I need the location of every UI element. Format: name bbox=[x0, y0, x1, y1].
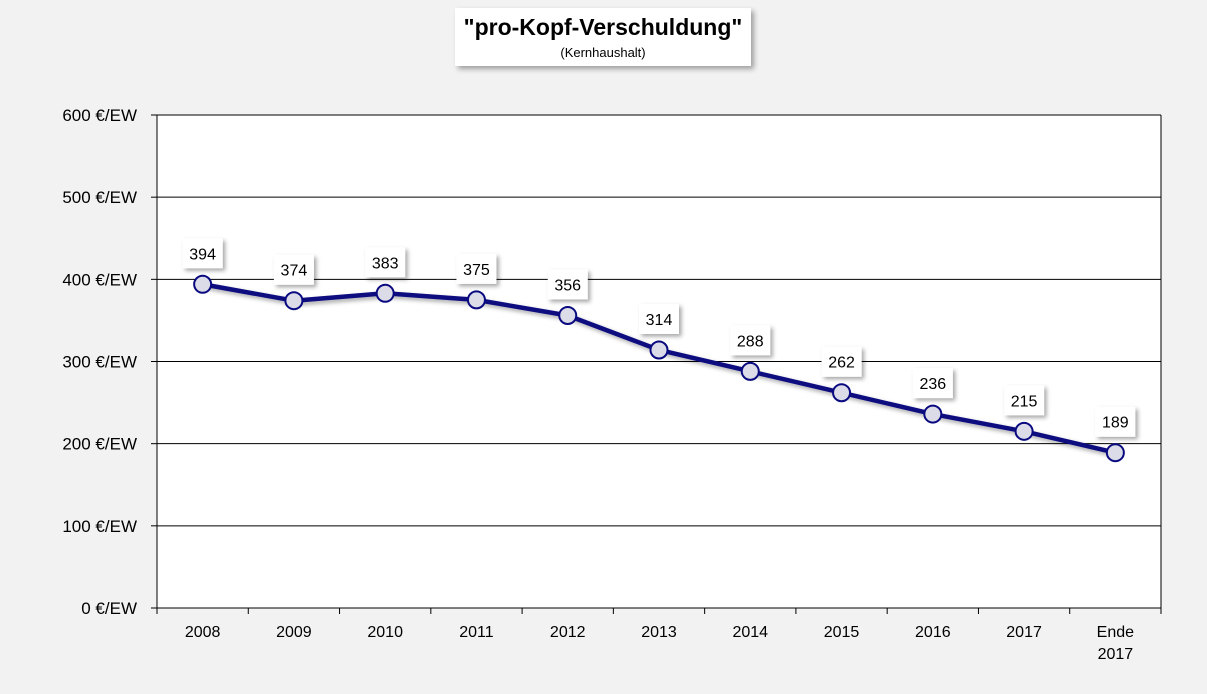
y-tick-label: 100 €/EW bbox=[62, 517, 137, 536]
data-label: 375 bbox=[463, 262, 490, 279]
data-label: 236 bbox=[919, 376, 946, 393]
chart-title: "pro-Kopf-Verschuldung" bbox=[463, 14, 743, 40]
y-tick-label: 500 €/EW bbox=[62, 188, 137, 207]
data-label: 383 bbox=[372, 255, 399, 272]
data-label-box bbox=[365, 247, 406, 278]
data-label-box bbox=[821, 346, 862, 377]
y-tick-label: 300 €/EW bbox=[62, 353, 137, 372]
data-label-box bbox=[639, 303, 679, 334]
y-tick-label: 600 €/EW bbox=[62, 106, 137, 125]
data-label: 189 bbox=[1102, 415, 1129, 432]
chart-title-box: "pro-Kopf-Verschuldung" (Kernhaushalt) bbox=[455, 8, 751, 66]
data-point bbox=[193, 274, 213, 294]
data-point bbox=[649, 340, 669, 360]
data-label: 314 bbox=[646, 312, 673, 329]
data-point bbox=[284, 291, 304, 311]
data-point bbox=[558, 305, 578, 325]
x-tick-label: 2011 bbox=[459, 624, 494, 641]
data-label-box bbox=[730, 325, 771, 356]
data-label: 288 bbox=[737, 333, 764, 350]
data-label-box bbox=[1004, 385, 1045, 416]
x-tick-label: 2016 bbox=[915, 624, 951, 641]
data-label-box bbox=[182, 238, 223, 269]
series bbox=[193, 274, 1125, 463]
y-tick-label: 400 €/EW bbox=[62, 270, 137, 289]
data-label-box bbox=[456, 253, 497, 284]
data-labels: 394 374 383 375 356 314 288 262 236 215 189 bbox=[182, 238, 1136, 437]
x-tick-label: 2008 bbox=[185, 624, 221, 641]
data-label-box bbox=[912, 368, 953, 399]
data-point bbox=[923, 404, 943, 424]
x-tick-label: 2009 bbox=[276, 624, 312, 641]
y-tick-label: 200 €/EW bbox=[62, 435, 137, 454]
data-label: 356 bbox=[554, 277, 581, 294]
data-point bbox=[832, 383, 852, 403]
chart-subtitle: (Kernhaushalt) bbox=[560, 45, 646, 60]
x-tick-label: Ende 2017 bbox=[1097, 624, 1134, 663]
axes: 0 €/EW 100 €/EW 200 €/EW 300 €/EW 400 €/EW 50… bbox=[62, 106, 1162, 663]
data-label-box bbox=[1095, 406, 1136, 437]
x-tick-label: 2014 bbox=[732, 624, 768, 641]
x-tick-label: 2017 bbox=[1006, 624, 1042, 641]
data-label-box bbox=[547, 269, 588, 300]
data-point bbox=[1014, 421, 1034, 441]
data-label: 394 bbox=[189, 246, 216, 263]
x-tick-label: 2013 bbox=[641, 624, 677, 641]
data-label-box bbox=[273, 254, 314, 285]
data-point bbox=[466, 290, 486, 310]
data-point bbox=[1105, 443, 1125, 463]
data-point bbox=[740, 361, 760, 381]
data-label: 262 bbox=[828, 355, 855, 372]
y-tick-label: 0 €/EW bbox=[81, 599, 137, 618]
x-tick-label: 2010 bbox=[367, 624, 403, 641]
x-tick-label: 2012 bbox=[550, 624, 586, 641]
x-tick-label: 2015 bbox=[824, 624, 860, 641]
data-label: 374 bbox=[281, 263, 308, 280]
data-label: 215 bbox=[1011, 393, 1038, 410]
data-point bbox=[375, 283, 395, 303]
